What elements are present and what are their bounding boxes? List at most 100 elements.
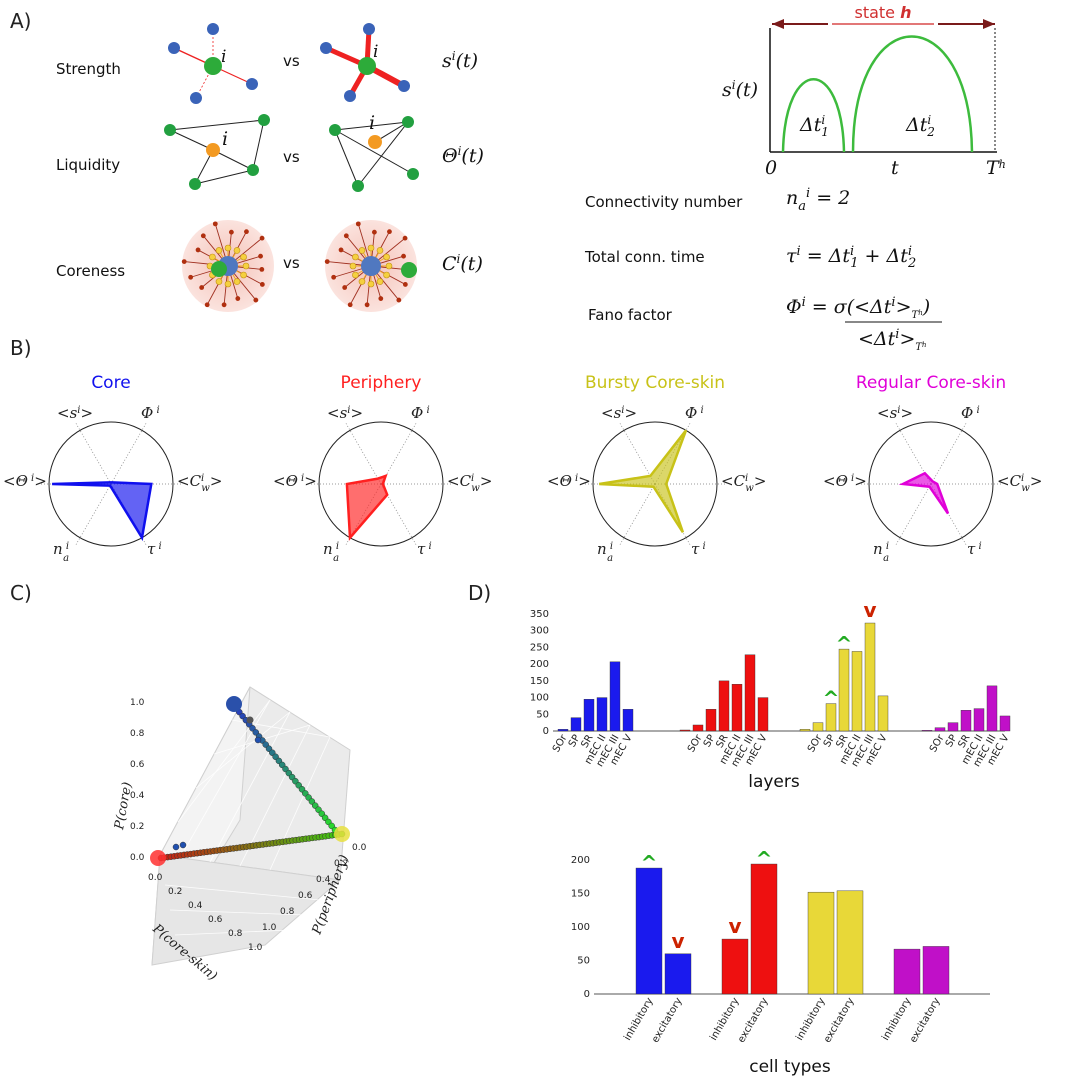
bar xyxy=(705,709,717,732)
simplex-3d-plot: 0.00.00.00.20.20.20.40.40.40.60.60.60.80… xyxy=(112,686,367,984)
liquidity-symbol: Θi(t) xyxy=(442,144,484,167)
category-label: SP xyxy=(822,733,838,749)
bar xyxy=(799,729,811,732)
y-tick-label: 150 xyxy=(571,889,590,900)
timeline-ylabel: si(t) xyxy=(722,78,758,101)
y-tick-label: 100 xyxy=(571,922,590,933)
radar-polygon xyxy=(52,481,153,542)
bar xyxy=(960,710,972,732)
significance-marker: ^ xyxy=(641,851,658,875)
radar-polygon xyxy=(599,429,688,533)
bar xyxy=(851,651,863,732)
strength-node-label-1: i xyxy=(221,47,226,67)
bar xyxy=(750,863,778,995)
x-axis-label: layers xyxy=(748,772,800,792)
x-tick: 0.4 xyxy=(188,901,203,911)
radar-axis-cw: <Ci w> xyxy=(447,472,492,494)
coreness-symbol: Ci(t) xyxy=(442,252,483,275)
bar xyxy=(583,699,595,732)
vertex-periphery xyxy=(150,850,166,866)
bar xyxy=(864,622,876,732)
bar xyxy=(973,708,985,732)
strength-graph-weak: i xyxy=(168,23,258,104)
radar-chart-3: Bursty Core-skin <si> Φ i <Ci w> τ i n i a <Θ i> xyxy=(547,373,766,564)
bar xyxy=(622,709,634,732)
bar xyxy=(934,727,946,732)
z-tick: 0.0 xyxy=(130,853,145,863)
y-tick-label: 300 xyxy=(530,626,549,637)
bar xyxy=(947,722,959,732)
bar xyxy=(825,703,837,732)
panel-a-rows: Strength i vs i si(t) Li xyxy=(56,23,484,312)
z-tick: 0.4 xyxy=(130,791,145,801)
radar-axis-theta: <Θ i> xyxy=(3,472,47,490)
category-label: SP xyxy=(567,733,583,749)
y-tick-label: 0 xyxy=(584,989,590,1000)
radar-axis-tau: τ i xyxy=(967,540,982,558)
bar xyxy=(838,648,850,732)
x-tick: 0.0 xyxy=(148,873,163,883)
liquidity-node-label-1: i xyxy=(222,128,228,150)
data-point xyxy=(179,841,187,849)
radar-axis-theta: <Θ i> xyxy=(273,472,317,490)
y-tick: 0.6 xyxy=(298,891,313,901)
x-tick: 1.0 xyxy=(248,943,263,953)
vertex-core-skin xyxy=(334,826,350,842)
radar-axis-s: <si> xyxy=(877,404,913,422)
timeline-x0: 0 xyxy=(765,157,777,179)
bar xyxy=(986,685,998,732)
radar-axis-phi: Φ i xyxy=(961,404,980,422)
y-tick-label: 100 xyxy=(530,693,549,704)
y-tick-label: 250 xyxy=(530,642,549,653)
measure-formula-connectivity: nai = 2 xyxy=(786,186,850,214)
interval-1-label: Δti 1 xyxy=(799,113,829,139)
state-label: state h xyxy=(854,3,911,22)
bar xyxy=(999,715,1011,732)
bar xyxy=(609,661,621,732)
significance-marker: v xyxy=(863,598,876,622)
row-vs-coreness: vs xyxy=(283,254,300,272)
row-vs-strength: vs xyxy=(283,52,300,70)
row-label-coreness: Coreness xyxy=(56,262,125,280)
significance-marker: v xyxy=(728,914,741,938)
bar xyxy=(812,722,824,732)
z-tick: 0.8 xyxy=(130,729,145,739)
radar-axis-s: <si> xyxy=(57,404,93,422)
radar-polygon xyxy=(345,473,389,541)
radar-title: Bursty Core-skin xyxy=(585,373,725,393)
radar-axis-tau: τ i xyxy=(147,540,162,558)
radar-title: Core xyxy=(91,373,130,393)
bar xyxy=(718,680,730,732)
radar-axis-s: <si> xyxy=(327,404,363,422)
radar-polygon xyxy=(898,471,950,515)
outlier-point xyxy=(246,716,254,724)
y-tick-label: 50 xyxy=(577,956,590,967)
category-label: inhibitory xyxy=(708,996,741,1043)
bar xyxy=(635,867,663,995)
timeline-xend: Th xyxy=(986,157,1006,179)
category-label: excitatory xyxy=(736,996,771,1045)
row-label-liquidity: Liquidity xyxy=(56,156,120,174)
radar-charts: Core <si> Φ i <Ci w> τ i n i a <Θ i> Periphery <si… xyxy=(3,373,1042,564)
radar-chart-2: Periphery <si> Φ i <Ci w> τ i n i a <Θ i> xyxy=(273,373,492,564)
significance-marker: v xyxy=(671,929,684,953)
strength-node-label-2: i xyxy=(373,42,378,62)
measure-name-connectivity: Connectivity number xyxy=(585,193,743,211)
y-tick-label: 0 xyxy=(543,726,549,737)
radar-axis-cw: <Ci w> xyxy=(997,472,1042,494)
row-vs-liquidity: vs xyxy=(283,148,300,166)
y-tick-label: 350 xyxy=(530,609,549,620)
radar-chart-4: Regular Core-skin <si> Φ i <Ci w> τ i n i a <Θ i… xyxy=(823,373,1042,564)
bar xyxy=(557,729,569,732)
z-tick: 0.6 xyxy=(130,760,145,770)
bar xyxy=(664,953,692,995)
y-tick-label: 50 xyxy=(536,709,549,720)
category-label: excitatory xyxy=(650,996,685,1045)
bar xyxy=(836,890,864,995)
radar-axis-theta: <Θ i> xyxy=(823,472,867,490)
